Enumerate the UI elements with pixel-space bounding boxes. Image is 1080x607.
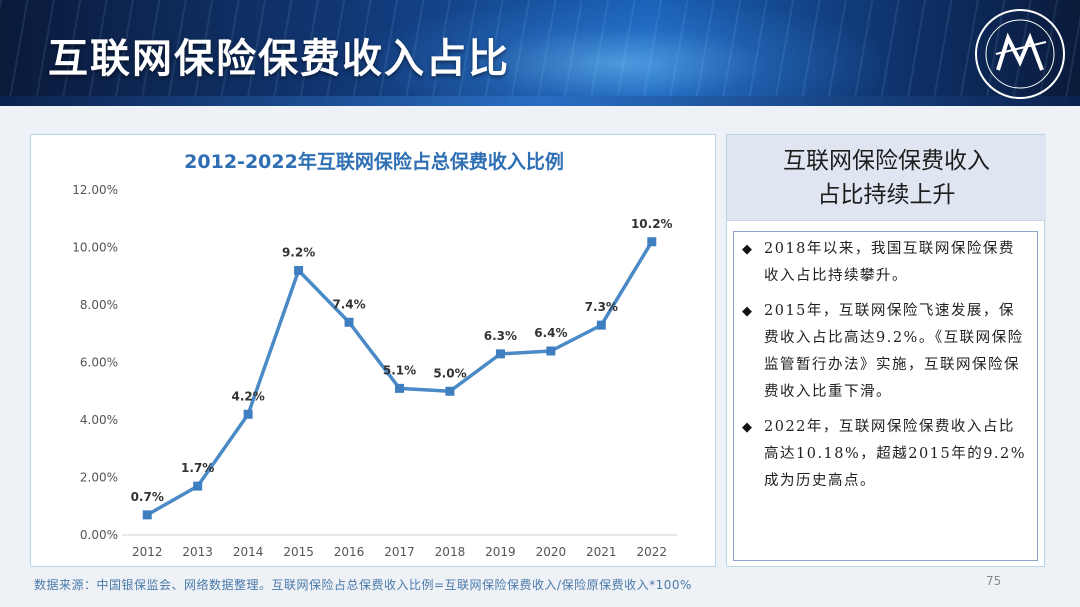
bullet-item: ◆ 2022年，互联网保险保费收入占比高达10.18%，超越2015年的9.2%… bbox=[742, 414, 1027, 495]
data-label: 4.2% bbox=[231, 389, 264, 403]
data-point bbox=[596, 320, 606, 330]
y-tick-label: 10.00% bbox=[72, 241, 118, 255]
y-tick-label: 8.00% bbox=[80, 298, 118, 312]
summary-heading-line1: 互联网保险保费收入 bbox=[783, 147, 990, 174]
bullet-item: ◆ 2015年，互联网保险飞速发展，保费收入占比高达9.2%。《互联网保险监管暂… bbox=[742, 298, 1027, 406]
data-point bbox=[193, 481, 203, 491]
diamond-bullet-icon: ◆ bbox=[742, 304, 752, 319]
institute-logo-icon bbox=[975, 9, 1065, 99]
data-label: 0.7% bbox=[131, 490, 164, 504]
data-label: 6.3% bbox=[484, 329, 517, 343]
header-light-lines bbox=[0, 0, 1080, 106]
summary-heading: 互联网保险保费收入 占比持续上升 bbox=[727, 135, 1046, 221]
y-tick-label: 2.00% bbox=[80, 471, 118, 485]
header-glow bbox=[360, 0, 880, 106]
bullet-text: 2018年以来，我国互联网保险保费收入占比持续攀升。 bbox=[764, 241, 1015, 284]
data-point bbox=[142, 510, 152, 520]
x-tick-label: 2017 bbox=[384, 545, 415, 559]
x-tick-label: 2014 bbox=[233, 545, 264, 559]
header-banner: 互联网保险保费收入占比 bbox=[0, 0, 1080, 106]
summary-bullets: ◆ 2018年以来，我国互联网保险保费收入占比持续攀升。 ◆ 2015年，互联网… bbox=[733, 231, 1038, 561]
x-tick-label: 2015 bbox=[283, 545, 314, 559]
x-tick-label: 2013 bbox=[182, 545, 213, 559]
data-point bbox=[445, 386, 455, 396]
data-label: 7.3% bbox=[585, 300, 618, 314]
chart-panel: 2012-2022年互联网保险占总保费收入比例 0.00% 2.00% 4.00% 6… bbox=[30, 134, 716, 567]
data-point bbox=[546, 346, 556, 356]
watermark bbox=[400, 462, 412, 492]
x-tick-label: 2019 bbox=[485, 545, 516, 559]
x-tick-label: 2022 bbox=[636, 545, 667, 559]
y-tick-label: 4.00% bbox=[80, 413, 118, 427]
y-tick-label: 6.00% bbox=[80, 356, 118, 370]
data-point bbox=[647, 237, 657, 247]
x-tick-label: 2021 bbox=[586, 545, 617, 559]
data-point bbox=[495, 349, 505, 359]
data-point bbox=[344, 317, 354, 327]
page-number: 75 bbox=[986, 574, 1002, 588]
data-point bbox=[395, 383, 404, 393]
bullet-item: ◆ 2018年以来，我国互联网保险保费收入占比持续攀升。 bbox=[742, 236, 1027, 290]
page-title: 互联网保险保费收入占比 bbox=[48, 36, 510, 82]
summary-heading-line2: 占比持续上升 bbox=[817, 181, 956, 208]
summary-panel: 互联网保险保费收入 占比持续上升 ◆ 2018年以来，我国互联网保险保费收入占比… bbox=[726, 134, 1046, 567]
header-bottom-strip bbox=[0, 96, 1080, 106]
data-label: 5.1% bbox=[383, 363, 416, 377]
data-label: 9.2% bbox=[282, 246, 315, 260]
data-label: 1.7% bbox=[181, 461, 214, 475]
data-point bbox=[294, 266, 304, 275]
data-label: 6.4% bbox=[534, 326, 567, 340]
line-chart: 0.00% 2.00% 4.00% 6.00% 8.00% 10.00% 12.00% 201… bbox=[72, 183, 677, 559]
data-label: 7.4% bbox=[332, 297, 365, 311]
data-label: 5.0% bbox=[433, 366, 466, 380]
y-tick-label: 0.00% bbox=[80, 528, 118, 542]
data-source-note: 数据来源：中国银保监会、网络数据整理。互联网保险占总保费收入比例=互联网保险保费… bbox=[34, 578, 692, 592]
diamond-bullet-icon: ◆ bbox=[742, 420, 752, 435]
chart-title: 2012-2022年互联网保险占总保费收入比例 bbox=[184, 151, 564, 173]
x-tick-label: 2018 bbox=[435, 545, 466, 559]
y-tick-label: 12.00% bbox=[72, 183, 118, 197]
bullet-text: 2015年，互联网保险飞速发展，保费收入占比高达9.2%。《互联网保险监管暂行办… bbox=[764, 303, 1024, 400]
data-point bbox=[243, 409, 253, 419]
x-tick-label: 2012 bbox=[132, 545, 163, 559]
diamond-bullet-icon: ◆ bbox=[742, 242, 752, 257]
x-tick-label: 2020 bbox=[536, 545, 567, 559]
data-label: 10.2% bbox=[631, 217, 673, 231]
x-tick-label: 2016 bbox=[334, 545, 365, 559]
bullet-text: 2022年，互联网保险保费收入占比高达10.18%，超越2015年的9.2%成为… bbox=[764, 419, 1027, 489]
